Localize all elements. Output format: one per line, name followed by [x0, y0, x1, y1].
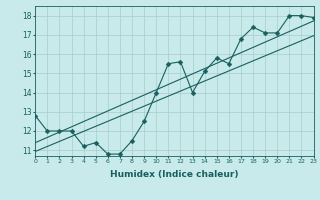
X-axis label: Humidex (Indice chaleur): Humidex (Indice chaleur)	[110, 170, 239, 179]
